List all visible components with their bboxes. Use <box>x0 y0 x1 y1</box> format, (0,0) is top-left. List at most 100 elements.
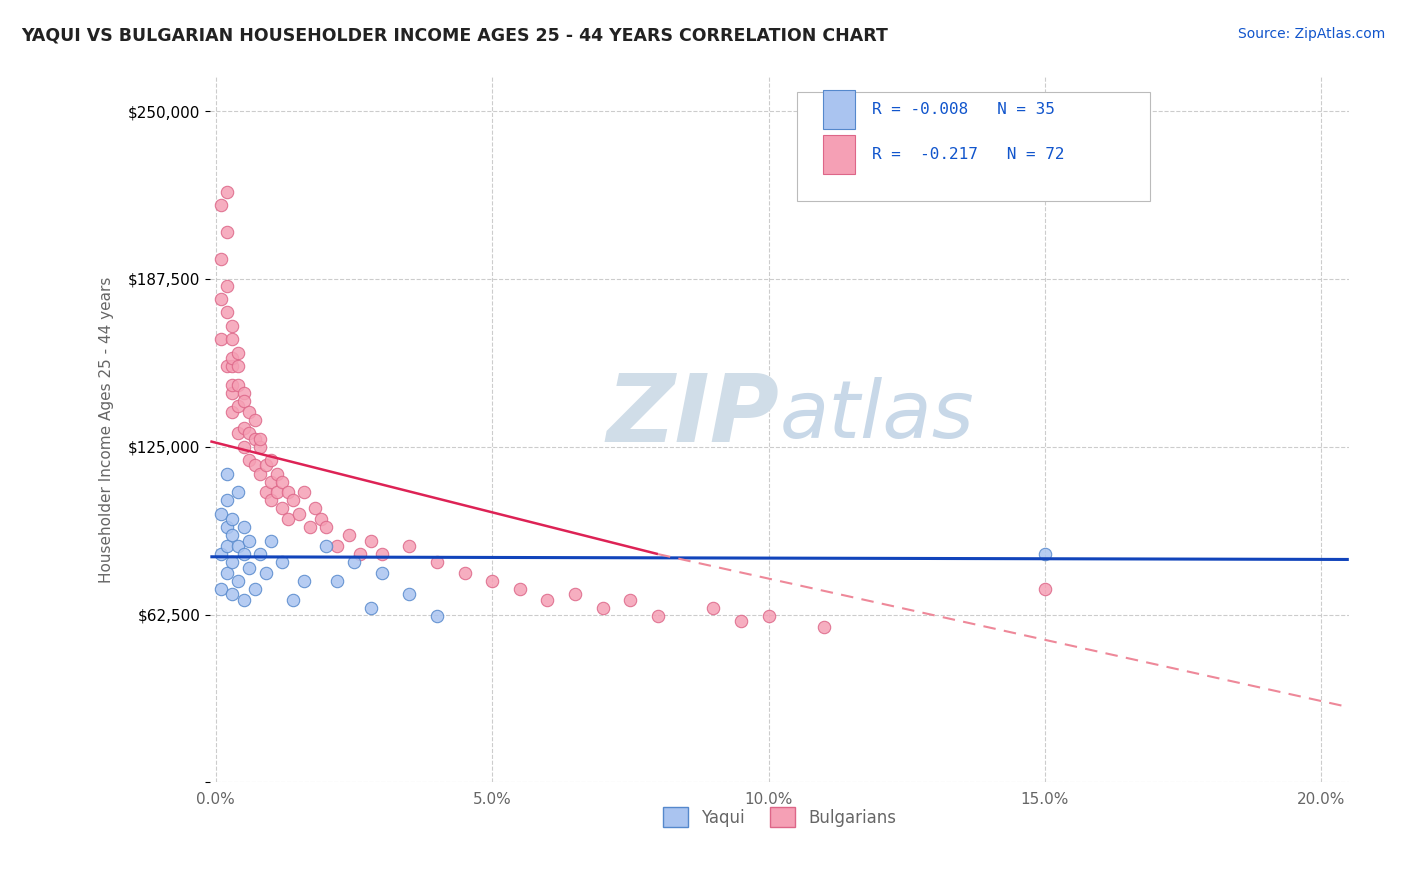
Point <box>221 318 243 333</box>
Point <box>209 332 232 346</box>
Point <box>226 400 249 414</box>
Point <box>271 501 294 516</box>
Point <box>226 426 249 441</box>
Point <box>370 547 392 561</box>
Point <box>209 507 232 521</box>
Point <box>243 413 266 427</box>
Point <box>592 600 614 615</box>
Point <box>232 547 254 561</box>
Point <box>271 555 294 569</box>
Text: YAQUI VS BULGARIAN HOUSEHOLDER INCOME AGES 25 - 44 YEARS CORRELATION CHART: YAQUI VS BULGARIAN HOUSEHOLDER INCOME AG… <box>21 27 889 45</box>
Point <box>326 539 349 553</box>
Point <box>360 600 382 615</box>
Point <box>215 225 238 239</box>
Point <box>426 608 449 623</box>
Point <box>215 305 238 319</box>
Point <box>360 533 382 548</box>
Point <box>226 485 249 500</box>
Bar <box>823 90 855 129</box>
Point <box>702 600 724 615</box>
Point <box>309 512 332 526</box>
Point <box>221 332 243 346</box>
Text: R =  -0.217   N = 72: R = -0.217 N = 72 <box>872 147 1064 162</box>
Point <box>226 574 249 588</box>
Point <box>215 185 238 199</box>
Point <box>1033 547 1056 561</box>
Text: ZIP: ZIP <box>607 370 779 462</box>
Point <box>232 394 254 409</box>
Point <box>326 574 349 588</box>
Text: R = -0.008   N = 35: R = -0.008 N = 35 <box>872 102 1054 117</box>
Point <box>1033 582 1056 596</box>
Point <box>536 592 558 607</box>
Point <box>226 359 249 373</box>
Point <box>260 475 283 489</box>
Point <box>226 378 249 392</box>
Point <box>283 592 305 607</box>
Point <box>221 512 243 526</box>
Point <box>349 547 371 561</box>
Point <box>315 520 337 534</box>
Point <box>249 440 271 454</box>
Point <box>277 485 299 500</box>
Point <box>238 426 260 441</box>
Point <box>266 485 288 500</box>
Point <box>287 507 309 521</box>
Point <box>398 539 420 553</box>
Point <box>221 587 243 601</box>
Point <box>647 608 669 623</box>
Point <box>243 582 266 596</box>
Point <box>758 608 780 623</box>
Point <box>254 458 277 473</box>
Point <box>260 533 283 548</box>
Point <box>232 386 254 401</box>
Point <box>221 351 243 365</box>
Point <box>398 587 420 601</box>
FancyBboxPatch shape <box>797 92 1150 201</box>
Point <box>426 555 449 569</box>
Point <box>221 359 243 373</box>
Point <box>277 512 299 526</box>
Point <box>271 475 294 489</box>
Point <box>298 520 321 534</box>
Point <box>238 560 260 574</box>
Bar <box>823 136 855 174</box>
Point <box>249 547 271 561</box>
Point <box>232 592 254 607</box>
Point <box>243 432 266 446</box>
Point <box>619 592 641 607</box>
Point <box>209 252 232 266</box>
Point <box>232 440 254 454</box>
Point <box>283 493 305 508</box>
Point <box>209 198 232 212</box>
Point <box>453 566 475 580</box>
Point <box>215 539 238 553</box>
Point <box>509 582 531 596</box>
Point <box>215 566 238 580</box>
Point <box>370 566 392 580</box>
Y-axis label: Householder Income Ages 25 - 44 years: Householder Income Ages 25 - 44 years <box>100 277 114 583</box>
Text: Source: ZipAtlas.com: Source: ZipAtlas.com <box>1237 27 1385 41</box>
Point <box>337 528 360 542</box>
Point <box>343 555 366 569</box>
Point <box>249 467 271 481</box>
Point <box>215 359 238 373</box>
Point <box>226 539 249 553</box>
Point <box>209 292 232 306</box>
Point <box>232 520 254 534</box>
Point <box>232 421 254 435</box>
Point <box>254 485 277 500</box>
Point <box>260 493 283 508</box>
Point <box>215 467 238 481</box>
Point <box>209 582 232 596</box>
Point <box>564 587 586 601</box>
Point <box>215 278 238 293</box>
Point <box>221 555 243 569</box>
Text: atlas: atlas <box>779 376 974 455</box>
Point <box>238 405 260 419</box>
Point <box>813 619 835 633</box>
Point <box>481 574 503 588</box>
Point <box>260 453 283 467</box>
Legend: Yaqui, Bulgarians: Yaqui, Bulgarians <box>657 800 903 834</box>
Point <box>254 566 277 580</box>
